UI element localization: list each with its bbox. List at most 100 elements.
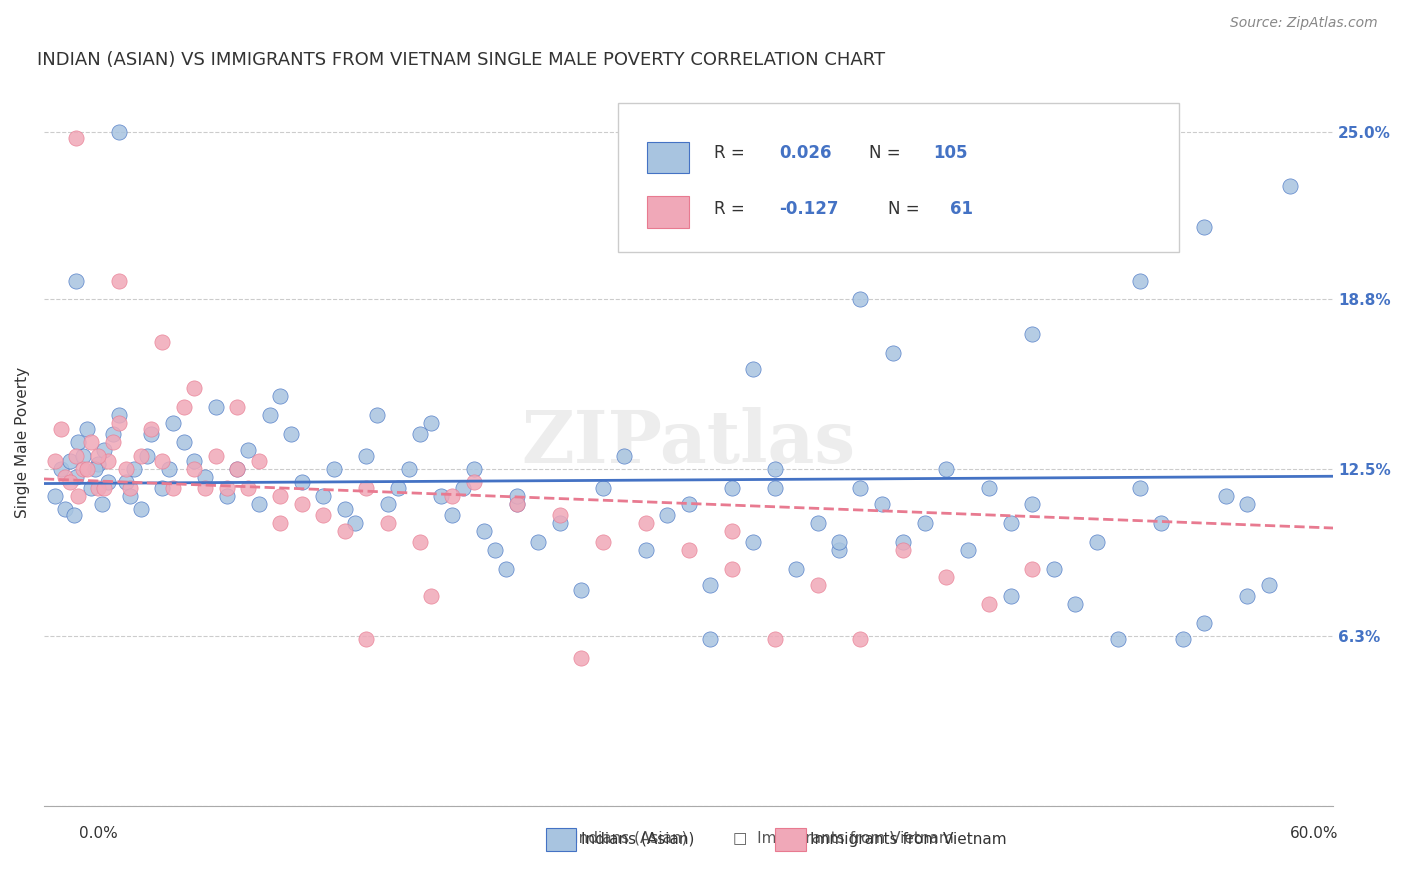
Point [742, 362, 765, 376]
Point [366, 408, 388, 422]
Point [312, 508, 335, 522]
Point [387, 481, 409, 495]
Point [979, 481, 1001, 495]
Point [1194, 219, 1216, 234]
Point [63, 508, 86, 522]
Point [1064, 597, 1087, 611]
Point [882, 346, 904, 360]
Point [80, 481, 103, 495]
Point [323, 462, 346, 476]
Point [67, 489, 90, 503]
Point [150, 481, 173, 495]
Point [1279, 179, 1302, 194]
Point [93, 443, 115, 458]
Point [101, 427, 124, 442]
Point [93, 481, 115, 495]
Point [259, 408, 281, 422]
Text: □  Indians (Asian): □ Indians (Asian) [550, 831, 688, 846]
Point [495, 562, 517, 576]
FancyBboxPatch shape [775, 828, 806, 851]
Text: 105: 105 [934, 145, 969, 162]
Text: ZIPatlas: ZIPatlas [522, 407, 856, 477]
Point [226, 462, 249, 476]
Point [108, 417, 131, 431]
Point [505, 497, 527, 511]
Point [59, 454, 82, 468]
Point [236, 443, 259, 458]
Point [409, 534, 432, 549]
Point [474, 524, 496, 538]
FancyBboxPatch shape [647, 196, 689, 227]
Point [828, 542, 851, 557]
Point [527, 534, 550, 549]
Point [194, 470, 217, 484]
Point [451, 481, 474, 495]
Point [914, 516, 936, 530]
Point [463, 475, 485, 490]
Point [65, 449, 87, 463]
Point [76, 422, 98, 436]
Point [849, 632, 872, 646]
Point [226, 400, 249, 414]
Point [1215, 489, 1237, 503]
Point [65, 273, 87, 287]
Point [870, 497, 893, 511]
Point [215, 489, 238, 503]
Text: INDIAN (ASIAN) VS IMMIGRANTS FROM VIETNAM SINGLE MALE POVERTY CORRELATION CHART: INDIAN (ASIAN) VS IMMIGRANTS FROM VIETNA… [38, 51, 886, 69]
Point [592, 481, 614, 495]
FancyBboxPatch shape [546, 828, 576, 851]
Point [1043, 562, 1066, 576]
Point [291, 497, 314, 511]
Point [49, 422, 72, 436]
Point [1129, 481, 1152, 495]
Text: N =: N = [889, 201, 925, 219]
Point [592, 534, 614, 549]
Point [114, 462, 136, 476]
Point [678, 542, 700, 557]
Point [806, 578, 828, 592]
Point [1194, 615, 1216, 630]
Point [763, 481, 786, 495]
Point [65, 130, 87, 145]
Point [49, 462, 72, 476]
Point [548, 516, 571, 530]
Point [1236, 589, 1258, 603]
Point [173, 435, 195, 450]
Point [956, 542, 979, 557]
Point [44, 454, 66, 468]
Point [65, 470, 87, 484]
Point [699, 578, 721, 592]
Point [44, 489, 66, 503]
Point [441, 508, 464, 522]
Text: 60.0%: 60.0% [1291, 827, 1339, 841]
Point [86, 457, 108, 471]
Point [97, 475, 120, 490]
Point [122, 462, 145, 476]
Point [183, 381, 205, 395]
Point [720, 562, 742, 576]
Point [344, 516, 367, 530]
Point [236, 481, 259, 495]
Point [333, 524, 356, 538]
Point [150, 335, 173, 350]
Point [893, 542, 915, 557]
Point [354, 449, 377, 463]
Point [763, 632, 786, 646]
Point [269, 389, 291, 403]
Point [419, 589, 441, 603]
Point [419, 417, 441, 431]
Point [183, 454, 205, 468]
Point [742, 534, 765, 549]
Point [699, 632, 721, 646]
Text: 61: 61 [950, 201, 973, 219]
Point [194, 481, 217, 495]
Point [108, 125, 131, 139]
Point [1021, 562, 1043, 576]
Point [226, 462, 249, 476]
Point [655, 508, 678, 522]
Point [80, 435, 103, 450]
Point [86, 449, 108, 463]
Point [183, 462, 205, 476]
Text: 0.026: 0.026 [779, 145, 831, 162]
Point [1171, 632, 1194, 646]
